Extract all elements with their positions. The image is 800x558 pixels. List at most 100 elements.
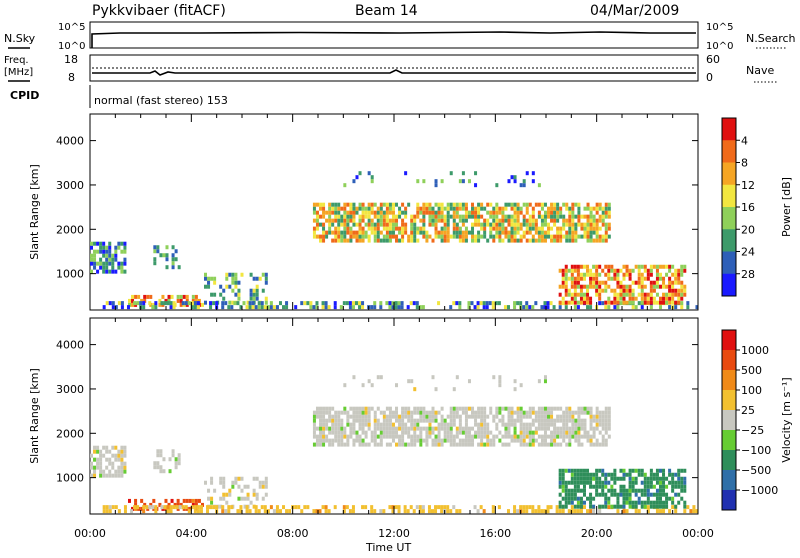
data-cell xyxy=(419,434,423,439)
colorbar-segment xyxy=(722,140,736,163)
data-cell xyxy=(452,222,456,227)
data-cell xyxy=(471,434,475,439)
data-cell xyxy=(528,202,532,207)
data-cell xyxy=(567,300,571,305)
data-cell xyxy=(418,509,422,514)
data-cell xyxy=(528,426,532,431)
data-cell xyxy=(510,438,514,443)
data-cell xyxy=(579,504,583,509)
data-cell xyxy=(419,426,423,431)
colorbar-tick-label: 8 xyxy=(741,157,748,170)
data-cell xyxy=(352,206,356,211)
data-cell xyxy=(358,442,362,447)
noise-tick-top-left: 10^5 xyxy=(58,22,85,33)
data-cell xyxy=(410,214,414,219)
data-cell xyxy=(410,230,414,235)
data-cell xyxy=(628,284,632,289)
data-cell xyxy=(540,422,544,427)
data-cell xyxy=(628,476,632,481)
data-cell xyxy=(325,218,329,223)
data-cell xyxy=(495,234,499,239)
data-cell xyxy=(619,292,623,297)
data-cell xyxy=(410,434,414,439)
data-cell xyxy=(379,238,383,243)
data-cell xyxy=(425,210,429,215)
colorbar-tick-label: 24 xyxy=(741,246,755,259)
data-cell xyxy=(264,484,268,489)
data-cell xyxy=(677,288,681,293)
data-cell xyxy=(631,292,635,297)
data-cell xyxy=(431,410,435,415)
data-cell xyxy=(111,453,115,458)
data-cell xyxy=(573,504,577,509)
data-cell xyxy=(513,430,517,435)
data-cell xyxy=(474,434,478,439)
data-cell xyxy=(416,422,420,427)
data-cell xyxy=(516,230,520,235)
data-cell xyxy=(631,476,635,481)
data-cell xyxy=(604,280,608,285)
data-cell xyxy=(90,241,93,246)
data-cell xyxy=(598,480,602,485)
data-cell xyxy=(388,442,392,447)
data-cell xyxy=(333,305,337,310)
data-cell xyxy=(461,202,465,207)
data-cell xyxy=(370,230,374,235)
data-cell xyxy=(567,480,571,485)
data-cell xyxy=(547,214,551,219)
data-cell xyxy=(550,406,554,411)
data-cell xyxy=(213,292,217,297)
data-cell xyxy=(397,301,401,306)
data-cell xyxy=(528,438,532,443)
data-cell xyxy=(531,406,535,411)
data-cell xyxy=(358,418,362,423)
data-cell xyxy=(671,284,675,289)
data-cell xyxy=(559,430,563,435)
data-cell xyxy=(595,488,599,493)
data-cell xyxy=(351,505,355,510)
data-cell xyxy=(422,210,426,215)
data-cell xyxy=(604,264,608,269)
data-cell xyxy=(117,301,121,306)
data-cell xyxy=(646,276,650,281)
data-cell xyxy=(601,472,605,477)
data-cell xyxy=(361,234,365,239)
data-cell xyxy=(540,509,544,514)
data-cell xyxy=(370,505,374,510)
data-cell xyxy=(625,272,629,277)
data-cell xyxy=(495,422,499,427)
data-cell xyxy=(434,426,438,431)
data-cell xyxy=(576,280,580,285)
data-cell xyxy=(501,222,505,227)
data-cell xyxy=(312,218,316,223)
data-cell xyxy=(598,214,602,219)
data-cell xyxy=(352,426,356,431)
data-cell xyxy=(346,422,350,427)
data-cell xyxy=(346,238,350,243)
data-cell xyxy=(598,301,602,306)
data-cell xyxy=(464,226,468,231)
data-cell xyxy=(315,305,319,310)
data-cell xyxy=(537,426,541,431)
data-cell xyxy=(610,472,614,477)
data-cell xyxy=(234,276,238,281)
data-cell xyxy=(522,505,526,510)
data-cell xyxy=(562,202,566,207)
data-cell xyxy=(665,300,669,305)
data-cell xyxy=(558,480,562,485)
data-cell xyxy=(662,488,666,493)
data-cell xyxy=(598,238,602,243)
data-cell xyxy=(331,414,335,419)
data-cell xyxy=(452,422,456,427)
y-tick-label: 2000 xyxy=(56,223,84,236)
data-cell xyxy=(178,505,182,510)
data-cell xyxy=(495,230,499,235)
data-cell xyxy=(413,442,417,447)
data-cell xyxy=(622,468,626,473)
data-cell xyxy=(564,276,568,281)
data-cell xyxy=(546,301,550,306)
data-cell xyxy=(568,234,572,239)
data-cell xyxy=(668,292,672,297)
data-cell xyxy=(322,406,326,411)
data-cell xyxy=(398,226,402,231)
